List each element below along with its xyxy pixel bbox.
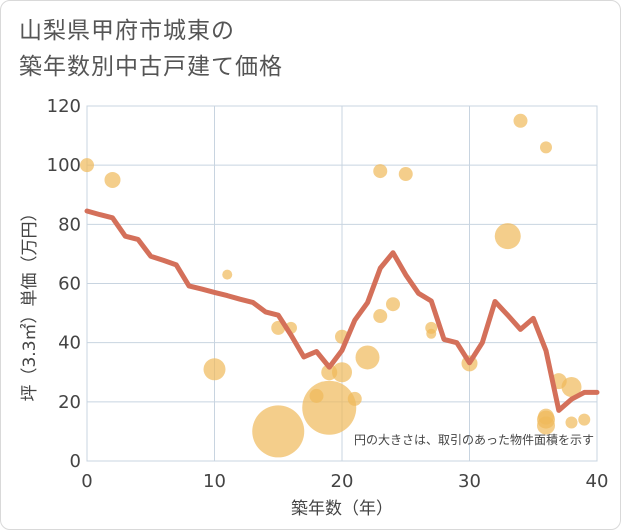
bubble-point [373, 164, 388, 179]
bubble-point [537, 416, 555, 435]
grid [86, 105, 598, 462]
y-tick-label: 80 [58, 214, 81, 235]
bubble-point [561, 377, 582, 398]
x-tick-label: 10 [203, 471, 226, 492]
x-tick-label: 30 [458, 471, 481, 492]
bubble-point [80, 158, 94, 173]
bubble-point [386, 297, 400, 312]
y-tick-label: 40 [58, 333, 81, 354]
size-legend-note: 円の大きさは、取引のあった物件面積を示す [354, 432, 594, 447]
bubble-point [302, 380, 357, 435]
y-tick-label: 20 [58, 392, 81, 413]
bubble-point [513, 113, 528, 128]
y-tick-label: 60 [58, 274, 81, 295]
bubble-point [565, 416, 578, 429]
x-tick-label: 40 [586, 471, 609, 492]
bubble-point [426, 328, 437, 339]
bubble-point [104, 171, 121, 188]
x-tick-label: 0 [81, 471, 92, 492]
y-axis-label: 坪（3.3㎡）単価（万円） [20, 204, 40, 401]
x-tick-labels: 0 10 20 30 40 [81, 471, 608, 492]
y-tick-label: 120 [47, 96, 81, 117]
y-tick-label: 100 [47, 155, 81, 176]
bubble-point [222, 269, 233, 280]
chart-title: 山梨県甲府市城東の 築年数別中古戸建て価格 [19, 13, 283, 85]
x-tick-label: 20 [331, 471, 354, 492]
bubble-point [540, 141, 552, 154]
average-price-line [84, 208, 600, 413]
bubble-point [332, 362, 352, 383]
bubble-point [347, 391, 362, 406]
bubble-point [373, 309, 388, 324]
bubble-series [80, 113, 591, 458]
y-tick-label: 0 [70, 451, 81, 472]
bubble-point [203, 358, 226, 381]
bubble-point [398, 167, 413, 182]
y-tick-labels: 0 20 40 60 80 100 120 [47, 96, 81, 472]
bubble-point [494, 223, 521, 250]
chart-title-line-1: 山梨県甲府市城東の [19, 18, 235, 44]
chart-title-line-2: 築年数別中古戸建て価格 [19, 54, 283, 80]
bubble-point [252, 405, 305, 458]
x-axis-label: 築年数（年） [291, 499, 393, 519]
bubble-point [578, 413, 591, 426]
bubble-point [355, 345, 380, 370]
average-line-series [84, 208, 600, 413]
